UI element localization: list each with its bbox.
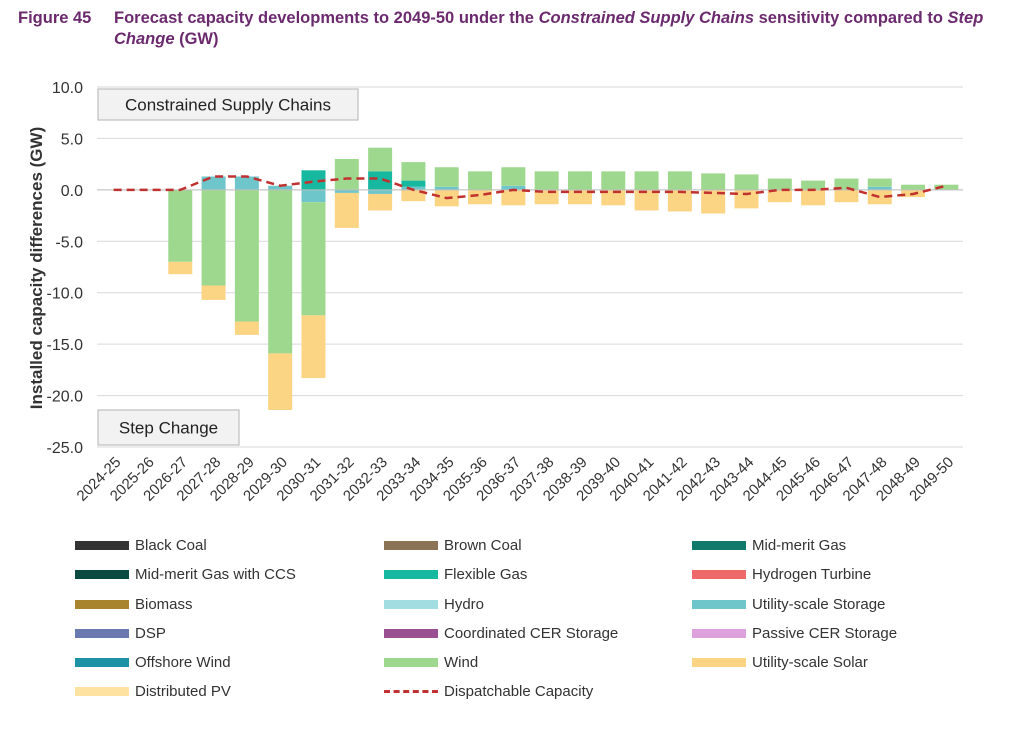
bar-segment bbox=[301, 189, 326, 203]
bar-segment bbox=[401, 162, 426, 181]
caption-part-3: (GW) bbox=[174, 30, 219, 48]
bar-segment bbox=[867, 178, 892, 187]
y-tick-label: -20.0 bbox=[47, 389, 84, 406]
bar-segment bbox=[368, 189, 393, 194]
bar-segment bbox=[168, 189, 193, 262]
bar-segment bbox=[867, 186, 892, 190]
bar-segment bbox=[834, 178, 859, 190]
bar-segment bbox=[301, 202, 326, 316]
bar-segment bbox=[534, 171, 559, 190]
y-tick-label: -5.0 bbox=[55, 234, 83, 251]
bar-segment bbox=[334, 189, 359, 193]
bar-segment bbox=[567, 171, 592, 190]
bar-segment bbox=[168, 261, 193, 275]
bar-segment bbox=[634, 189, 659, 211]
y-tick-label: 10.0 bbox=[52, 80, 83, 97]
y-tick-label: -25.0 bbox=[47, 440, 84, 457]
annotation-step-change-label: Step Change bbox=[119, 419, 218, 438]
figure-number: Figure 45 bbox=[18, 9, 92, 27]
bar-segment bbox=[434, 167, 459, 187]
bar-segment bbox=[734, 174, 759, 190]
bar-segment bbox=[401, 189, 426, 202]
bar-segment bbox=[801, 180, 826, 190]
bar-segment bbox=[701, 189, 726, 214]
bar-segment bbox=[234, 189, 259, 322]
bar-segment bbox=[801, 189, 826, 206]
bar-segment bbox=[268, 189, 293, 354]
y-axis-label: Installed capacity differences (GW) bbox=[27, 127, 46, 409]
bar-segment bbox=[901, 184, 926, 190]
bar-segment bbox=[301, 315, 326, 379]
figure-caption: Forecast capacity developments to 2049-5… bbox=[114, 8, 1004, 50]
bar-segment bbox=[334, 159, 359, 190]
caption-part-1: Forecast capacity developments to 2049-5… bbox=[114, 9, 539, 27]
bar-segment bbox=[434, 186, 459, 190]
annotation-step-change-box bbox=[97, 409, 240, 446]
bar-segment bbox=[867, 189, 892, 205]
caption-part-2: sensitivity compared to bbox=[754, 9, 948, 27]
bar-segment bbox=[501, 167, 526, 186]
caption-italic-1: Constrained Supply Chains bbox=[538, 9, 755, 27]
bar-segment bbox=[268, 185, 293, 190]
bar-segment bbox=[468, 171, 493, 190]
bar-segment bbox=[301, 170, 326, 190]
bar-segment bbox=[234, 176, 259, 190]
bar-segment bbox=[201, 176, 226, 190]
y-tick-label: -15.0 bbox=[47, 337, 84, 354]
bar-segment bbox=[334, 192, 359, 228]
bar-segment bbox=[401, 186, 426, 190]
bar-segment bbox=[201, 189, 226, 286]
annotation-constrained-label: Constrained Supply Chains bbox=[125, 96, 331, 115]
bar-segment bbox=[368, 171, 393, 190]
bar-segment bbox=[234, 321, 259, 335]
bar-segment bbox=[468, 189, 493, 205]
bar-segment bbox=[567, 189, 592, 205]
bar-segment bbox=[934, 184, 959, 190]
annotation-constrained-box bbox=[97, 88, 359, 121]
bar-segment bbox=[667, 171, 692, 190]
bar-segment bbox=[634, 171, 659, 190]
bar-segment bbox=[501, 185, 526, 190]
bar-segment bbox=[201, 285, 226, 300]
bar-segment bbox=[268, 353, 293, 410]
bar-segment bbox=[834, 189, 859, 203]
bar-segment bbox=[368, 193, 393, 211]
y-tick-label: 0.0 bbox=[61, 183, 83, 200]
bar-segment bbox=[734, 189, 759, 209]
bar-segment bbox=[368, 147, 393, 172]
bar-segment bbox=[767, 189, 792, 203]
bar-segment bbox=[601, 171, 626, 190]
bar-segment bbox=[701, 173, 726, 190]
y-tick-label: -10.0 bbox=[47, 286, 84, 303]
bar-segment bbox=[601, 189, 626, 206]
bar-segment bbox=[501, 189, 526, 206]
bar-segment bbox=[767, 178, 792, 190]
y-tick-label: 5.0 bbox=[61, 131, 83, 148]
bar-segment bbox=[667, 189, 692, 212]
caption-italic-2: Step Change bbox=[114, 9, 984, 48]
bar-segment bbox=[401, 180, 426, 187]
bar-segment bbox=[534, 189, 559, 205]
